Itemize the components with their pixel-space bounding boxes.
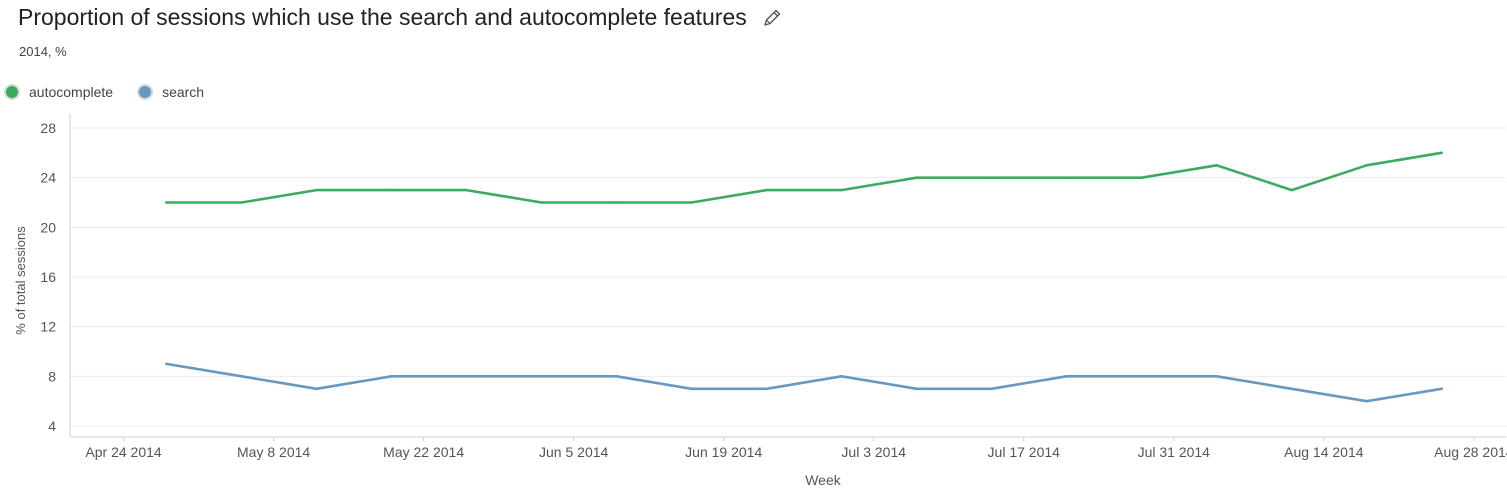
- data-point-autocomplete: [1365, 164, 1368, 167]
- data-point-search: [1140, 375, 1143, 378]
- data-point-autocomplete: [1440, 151, 1443, 155]
- data-point-autocomplete: [315, 188, 318, 192]
- legend-marker-autocomplete: [6, 86, 18, 98]
- data-point-autocomplete: [690, 201, 693, 204]
- data-point-search: [315, 387, 318, 390]
- data-point-search: [765, 387, 768, 390]
- x-tick-label: Jul 31 2014: [1138, 444, 1211, 460]
- chart-title: Proportion of sessions which use the sea…: [18, 4, 747, 30]
- y-tick-label: 12: [40, 319, 56, 335]
- y-tick-label: 28: [40, 120, 56, 136]
- x-axis-title: Week: [805, 472, 842, 488]
- data-point-autocomplete: [1215, 164, 1218, 167]
- data-point-search: [465, 375, 468, 378]
- legend-item-search[interactable]: search: [139, 84, 204, 100]
- data-point-search: [690, 387, 693, 390]
- data-point-autocomplete: [540, 201, 543, 204]
- data-point-search: [1440, 387, 1443, 390]
- data-point-autocomplete: [915, 176, 918, 179]
- data-point-search: [1365, 399, 1368, 403]
- legend-marker-search: [139, 86, 152, 98]
- data-point-autocomplete: [840, 188, 843, 192]
- y-tick-label: 4: [48, 418, 56, 434]
- x-tick-label: Aug 14 2014: [1284, 444, 1364, 460]
- x-tick-label: May 22 2014: [383, 444, 464, 460]
- x-tick-label: May 8 2014: [237, 444, 310, 460]
- series-line-autocomplete: [165, 151, 1443, 204]
- y-tick-label: 24: [40, 170, 56, 186]
- x-tick-label: Jun 19 2014: [685, 444, 762, 460]
- legend-item-autocomplete[interactable]: autocomplete: [6, 84, 113, 100]
- data-point-search: [1215, 375, 1218, 378]
- x-tick-label: Jun 5 2014: [539, 444, 608, 460]
- series-line-search: [165, 362, 1443, 403]
- y-tick-label: 16: [40, 269, 56, 285]
- x-tick-label: Apr 24 2014: [85, 444, 161, 460]
- data-point-search: [240, 375, 243, 378]
- data-point-search: [990, 387, 993, 390]
- x-tick-label: Jul 17 2014: [988, 444, 1061, 460]
- data-point-autocomplete: [1140, 176, 1143, 179]
- data-point-search: [840, 375, 843, 378]
- pencil-icon[interactable]: [761, 7, 783, 29]
- data-point-autocomplete: [1065, 176, 1068, 179]
- data-point-search: [165, 362, 168, 366]
- x-tick-label: Aug 28 2014: [1434, 444, 1507, 460]
- x-tick-label: Jul 3 2014: [841, 444, 906, 460]
- chart-header: Proportion of sessions which use the sea…: [18, 4, 783, 31]
- legend-label-autocomplete: autocomplete: [29, 84, 114, 100]
- data-point-autocomplete: [165, 201, 168, 204]
- chart-legend: autocomplete search: [6, 84, 230, 100]
- legend-label-search: search: [162, 84, 205, 100]
- y-axis-title: % of total sessions: [13, 226, 28, 335]
- data-point-search: [1290, 387, 1293, 390]
- data-point-autocomplete: [990, 176, 993, 179]
- data-point-search: [540, 375, 543, 378]
- data-point-autocomplete: [1290, 188, 1293, 192]
- chart-subtitle: 2014, %: [19, 44, 67, 59]
- data-point-autocomplete: [765, 188, 768, 192]
- data-point-autocomplete: [390, 188, 393, 192]
- y-tick-label: 8: [48, 368, 56, 384]
- data-point-autocomplete: [465, 188, 468, 192]
- data-point-autocomplete: [615, 201, 618, 204]
- data-point-search: [915, 387, 918, 390]
- data-point-search: [1065, 375, 1068, 378]
- data-point-autocomplete: [240, 201, 243, 204]
- y-tick-label: 20: [40, 219, 56, 235]
- data-point-search: [615, 375, 618, 378]
- data-point-search: [390, 375, 393, 378]
